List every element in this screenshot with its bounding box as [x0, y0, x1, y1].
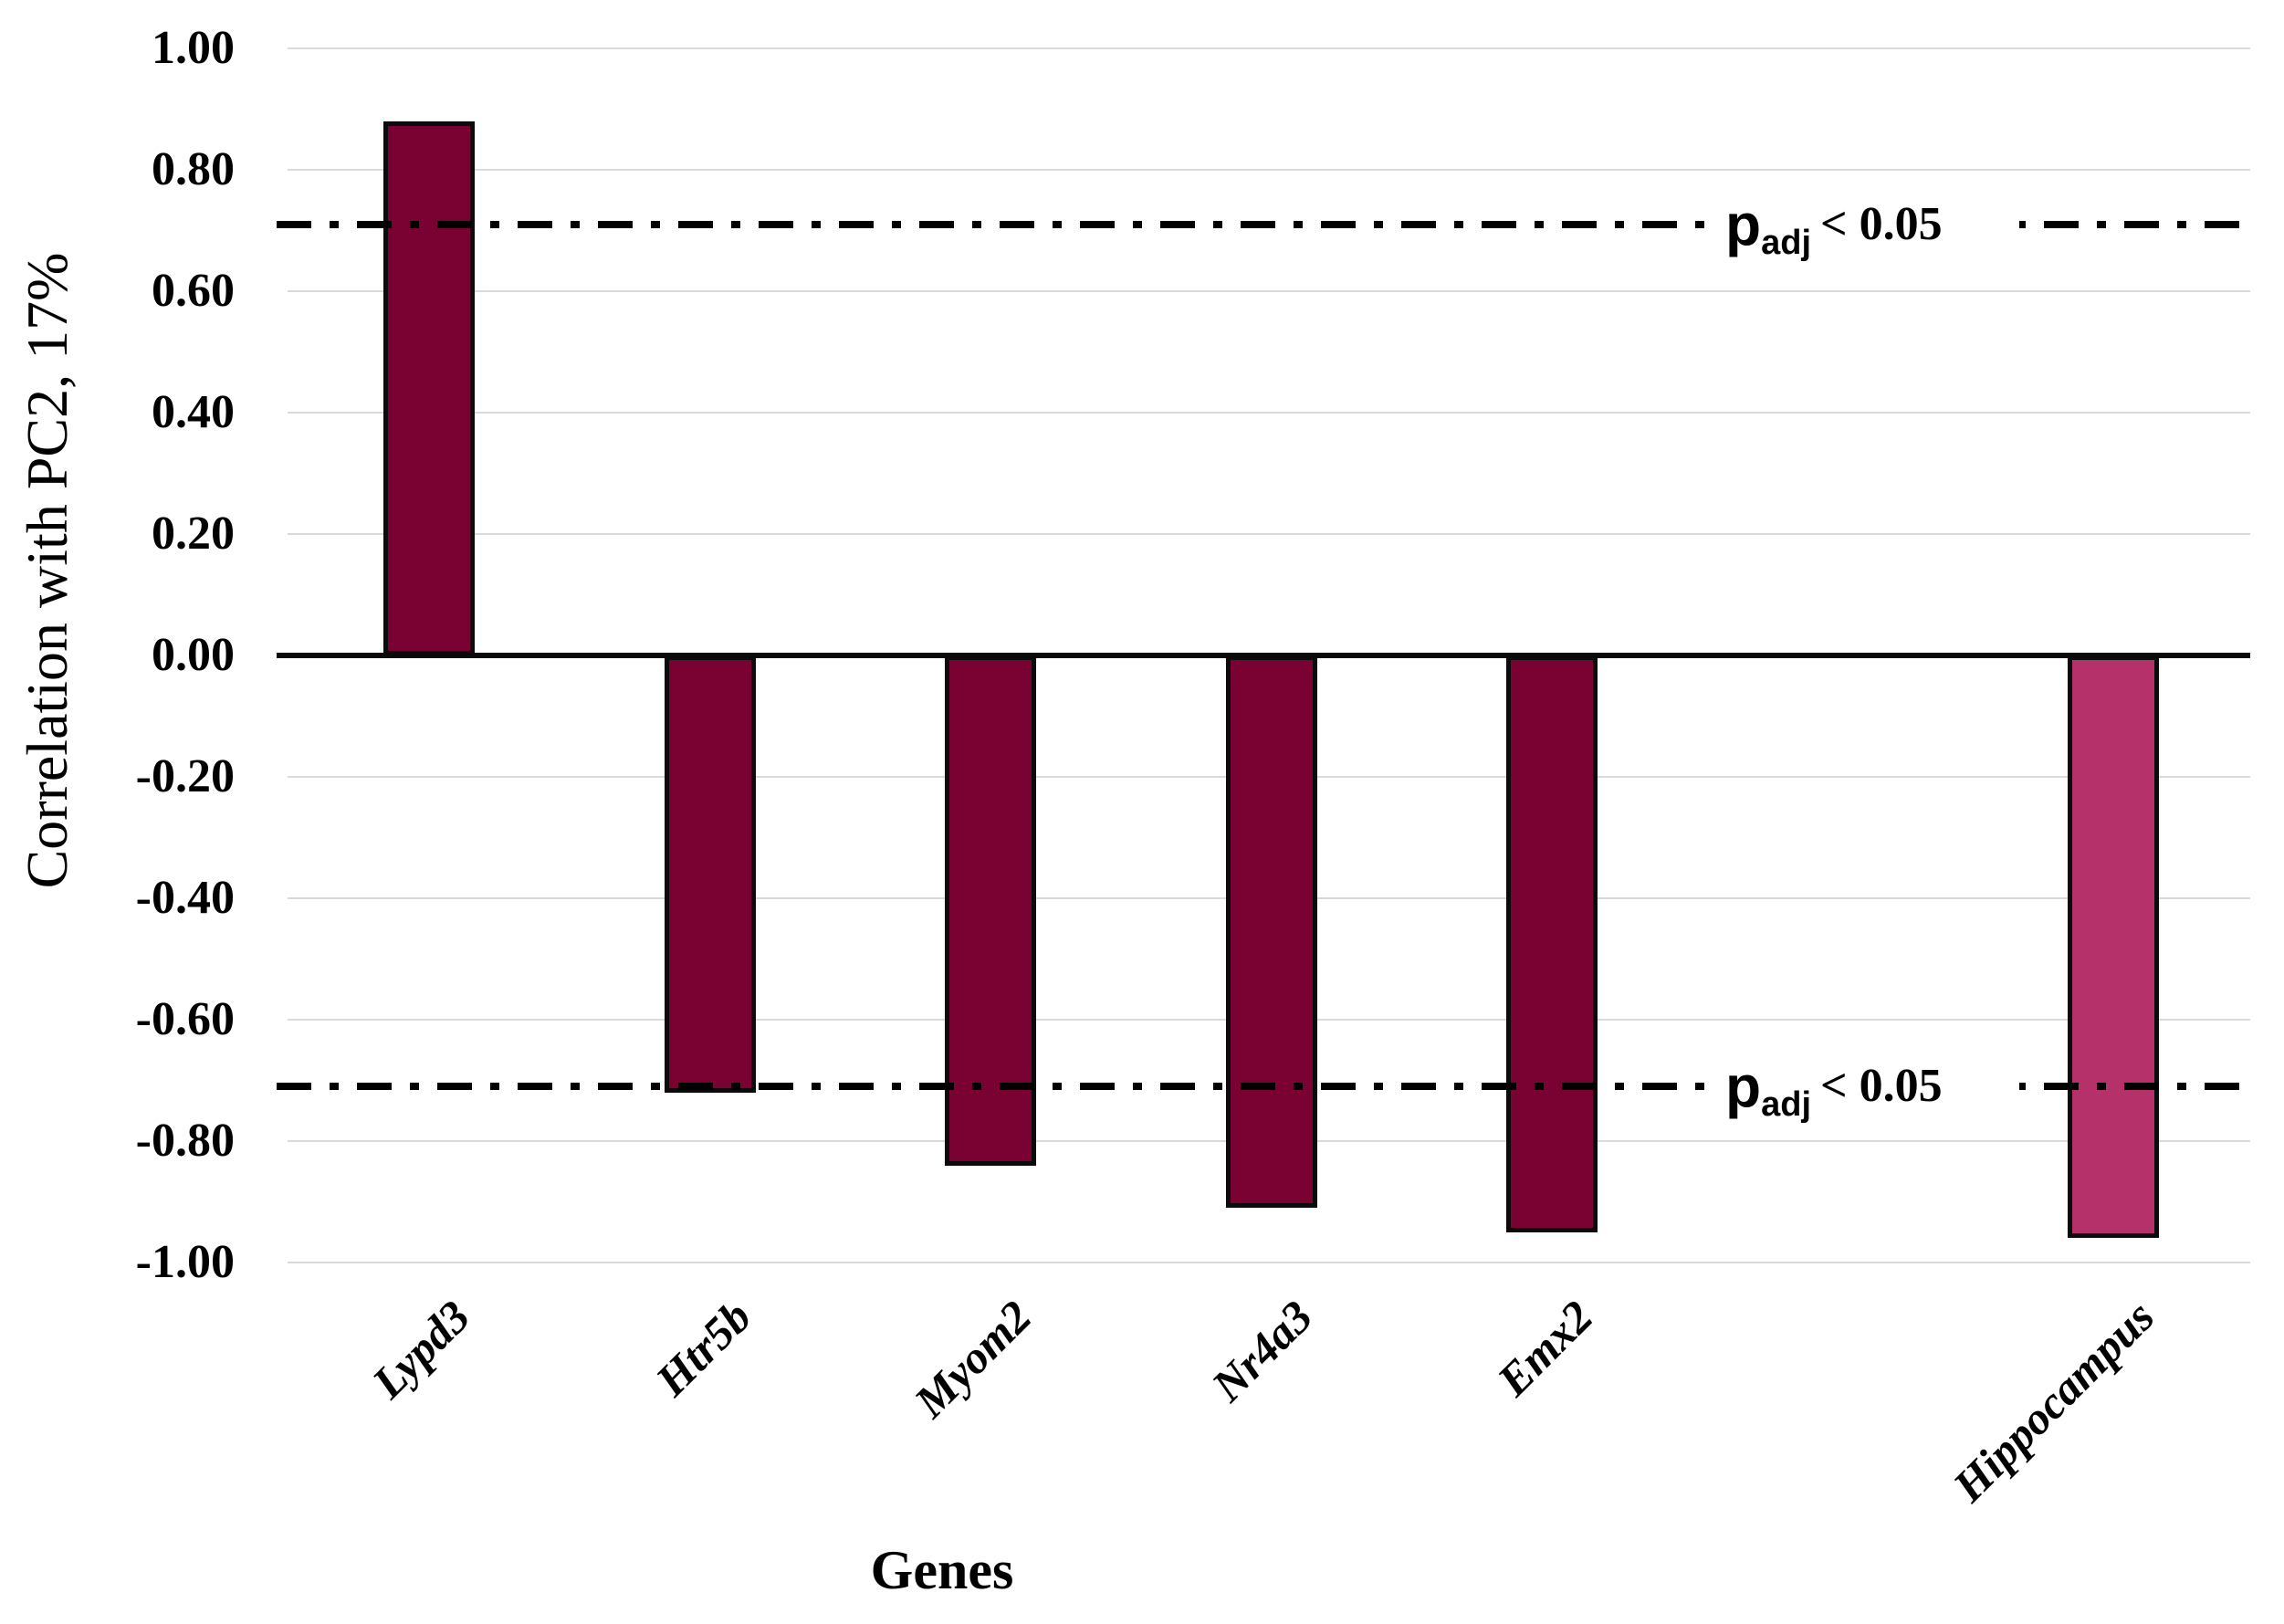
gridline: [288, 533, 2250, 535]
p-threshold-value: < 0.05: [1820, 1060, 1943, 1113]
y-tick-label: -0.20: [135, 750, 235, 802]
p-symbol: p: [1725, 191, 1762, 257]
p-symbol: p: [1725, 1053, 1762, 1120]
x-category-label: Hippocampus: [1943, 1290, 2164, 1512]
y-tick-label: 0.80: [152, 143, 235, 195]
y-tick-label: -1.00: [135, 1236, 235, 1288]
significance-threshold-line: [277, 1083, 2250, 1091]
y-tick-label: 1.00: [152, 22, 235, 74]
p-subscript-adj: adj: [1761, 1085, 1811, 1125]
bar-lypd3: [383, 120, 475, 655]
bar-myom2: [945, 655, 1036, 1166]
gridline: [288, 1262, 2250, 1263]
y-tick-label: 0.60: [152, 265, 235, 317]
significance-threshold-label: p adj < 0.05: [1713, 180, 2019, 268]
significance-threshold-label: p adj < 0.05: [1713, 1043, 2019, 1131]
y-tick-label: -0.80: [135, 1115, 235, 1167]
p-subscript-adj: adj: [1761, 223, 1811, 262]
y-tick-label: 0.20: [152, 508, 235, 560]
y-tick-label: -0.60: [135, 993, 235, 1045]
x-category-label: Nr4a3: [1200, 1290, 1322, 1411]
x-axis-title: Genes: [870, 1540, 1014, 1600]
x-category-label: Lypd3: [361, 1290, 480, 1409]
gridline: [288, 169, 2250, 171]
gridline: [288, 290, 2250, 292]
bar-htr5b: [664, 655, 756, 1093]
y-tick-label: -0.40: [135, 872, 235, 924]
y-tick-label: 0.00: [152, 629, 235, 681]
significance-threshold-line: [277, 220, 2250, 228]
bar-nr4a3: [1225, 655, 1317, 1209]
bar-emx2: [1506, 655, 1598, 1232]
x-category-label: Htr5b: [644, 1290, 760, 1406]
bar-hippocampus: [2068, 655, 2159, 1239]
y-tick-label: 0.40: [152, 386, 235, 438]
x-category-label: Emx2: [1487, 1290, 1603, 1406]
p-threshold-value: < 0.05: [1820, 197, 1943, 250]
gridline: [288, 412, 2250, 414]
x-axis-zero-line: [277, 653, 2250, 658]
gridline: [288, 47, 2250, 49]
